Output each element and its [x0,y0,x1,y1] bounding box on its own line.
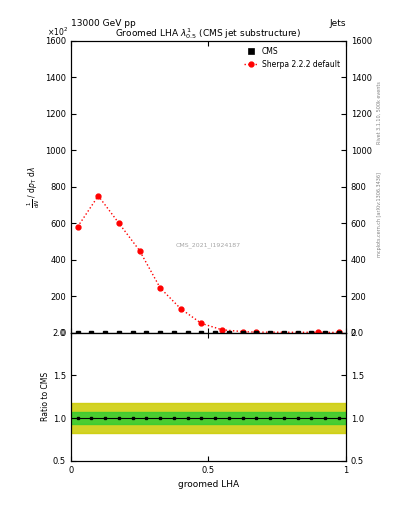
Y-axis label: Ratio to CMS: Ratio to CMS [41,372,50,421]
Text: $\times10^{2}$: $\times10^{2}$ [47,26,68,38]
Text: mcplots.cern.ch [arXiv:1306.3436]: mcplots.cern.ch [arXiv:1306.3436] [377,173,382,258]
Text: 13000 GeV pp: 13000 GeV pp [71,19,136,28]
Text: CMS_2021_I1924187: CMS_2021_I1924187 [176,242,241,248]
Text: Rivet 3.1.10, 500k events: Rivet 3.1.10, 500k events [377,81,382,144]
Legend: CMS, Sherpa 2.2.2 default: CMS, Sherpa 2.2.2 default [242,45,342,71]
X-axis label: groomed LHA: groomed LHA [178,480,239,489]
Text: Jets: Jets [329,19,346,28]
Y-axis label: $\frac{1}{\mathrm{d}N}$ / $\mathrm{d}p_{\mathrm{T}}$ $\mathrm{d}\lambda$: $\frac{1}{\mathrm{d}N}$ / $\mathrm{d}p_{… [26,166,42,208]
Title: Groomed LHA $\lambda^{1}_{0.5}$ (CMS jet substructure): Groomed LHA $\lambda^{1}_{0.5}$ (CMS jet… [115,26,301,41]
